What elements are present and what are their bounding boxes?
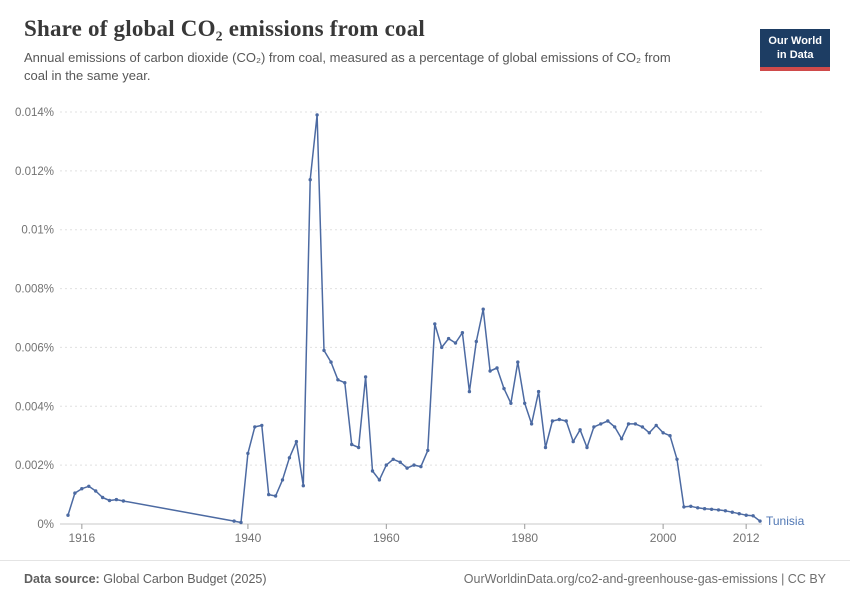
svg-text:0.012%: 0.012%: [15, 166, 54, 178]
line-chart-plot-area[interactable]: 0% 0.002% 0.004% 0.006% 0.008% 0.01% 0.012% 0.0…: [0, 85, 850, 547]
y-axis-labels: 0% 0.002% 0.004% 0.006% 0.008% 0.01% 0.012% 0.0…: [15, 107, 54, 531]
data-source-label: Data source:: [24, 572, 100, 586]
chart-subtitle: Annual emissions of carbon dioxide (CO₂)…: [24, 50, 671, 84]
svg-text:0%: 0%: [37, 519, 54, 531]
svg-text:0.01%: 0.01%: [21, 225, 54, 237]
chart-canvas[interactable]: 0% 0.002% 0.004% 0.006% 0.008% 0.01% 0.012% 0.0…: [0, 85, 850, 547]
chart-footer: Data source: Global Carbon Budget (2025)…: [0, 560, 850, 600]
svg-text:0.014%: 0.014%: [15, 107, 54, 119]
data-source-value[interactable]: Global Carbon Budget (2025): [103, 572, 267, 586]
svg-text:0.002%: 0.002%: [15, 461, 54, 473]
chart-title: Share of global CO₂ emissions from coal: [24, 16, 426, 41]
svg-text:0.004%: 0.004%: [15, 402, 54, 414]
svg-text:1980: 1980: [511, 531, 538, 545]
chart-header: Share of global CO₂ emissions from coal …: [0, 16, 850, 85]
owid-logo-line1: Our World: [768, 35, 822, 47]
svg-text:1940: 1940: [235, 531, 262, 545]
svg-text:1960: 1960: [373, 531, 400, 545]
series-line-tunisia[interactable]: [67, 114, 761, 524]
gridlines: [60, 111, 762, 525]
x-axis-labels: 1916 1940 1960 1980 2000 2012: [68, 524, 760, 545]
owid-logo[interactable]: Our World in Data: [760, 29, 830, 71]
svg-text:0.006%: 0.006%: [15, 343, 54, 355]
svg-text:1916: 1916: [68, 531, 95, 545]
series-points[interactable]: [66, 113, 762, 525]
svg-text:2000: 2000: [650, 531, 677, 545]
svg-text:0.008%: 0.008%: [15, 284, 54, 296]
owid-link[interactable]: OurWorldinData.org/co2-and-greenhouse-ga…: [463, 572, 826, 586]
svg-text:2012: 2012: [733, 531, 760, 545]
owid-logo-line2: in Data: [776, 49, 814, 62]
data-source: Data source: Global Carbon Budget (2025): [24, 572, 267, 586]
series-end-label-tunisia[interactable]: Tunisia: [766, 514, 805, 528]
